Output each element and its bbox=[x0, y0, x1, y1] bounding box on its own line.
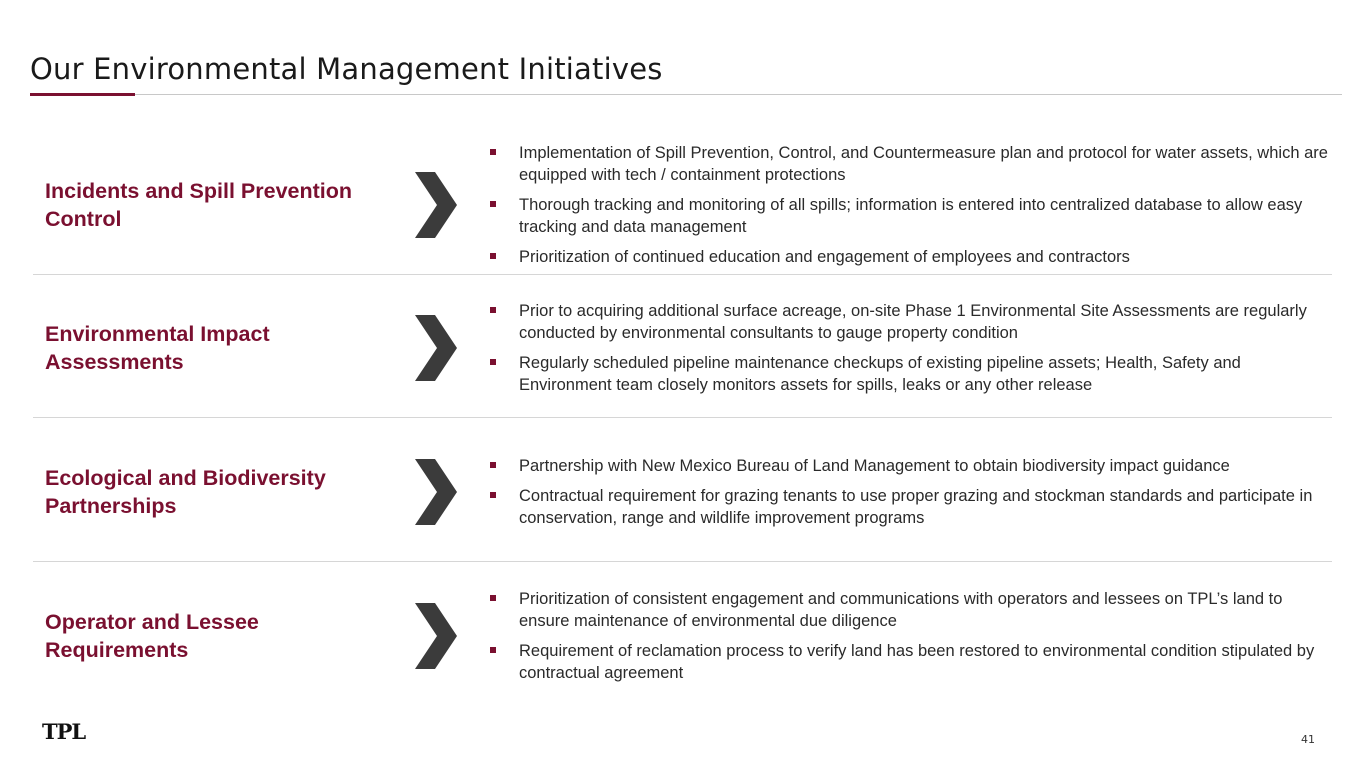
title-divider bbox=[30, 94, 1342, 95]
initiative-row: Operator and Lessee Requirements Prioriti… bbox=[33, 566, 1333, 706]
list-item: Implementation of Spill Prevention, Cont… bbox=[490, 142, 1330, 186]
bullet-text: Requirement of reclamation process to ve… bbox=[519, 642, 1315, 682]
initiative-row: Environmental Impact Assessments Prior to… bbox=[33, 278, 1333, 418]
bullet-square-icon bbox=[490, 307, 496, 313]
bullet-text: Prioritization of continued education an… bbox=[519, 248, 1130, 266]
initiative-row: Incidents and Spill Prevention Control Im… bbox=[33, 135, 1333, 275]
bullet-list: Partnership with New Mexico Bureau of La… bbox=[490, 455, 1330, 529]
list-item: Contractual requirement for grazing tena… bbox=[490, 485, 1330, 529]
chevron-right-icon bbox=[415, 172, 457, 238]
bullet-list: Prioritization of consistent engagement … bbox=[490, 588, 1330, 684]
bullet-text: Implementation of Spill Prevention, Cont… bbox=[519, 144, 1328, 184]
bullet-square-icon bbox=[490, 149, 496, 155]
tpl-logo: TPL bbox=[42, 719, 86, 744]
initiative-heading: Ecological and Biodiversity Partnerships bbox=[45, 466, 326, 518]
list-item: Partnership with New Mexico Bureau of La… bbox=[490, 455, 1330, 477]
bullet-list: Prior to acquiring additional surface ac… bbox=[490, 300, 1330, 396]
list-item: Prioritization of continued education an… bbox=[490, 246, 1330, 268]
bullet-text: Prior to acquiring additional surface ac… bbox=[519, 302, 1307, 342]
chevron-right-icon bbox=[415, 603, 457, 669]
chevron-right-icon bbox=[415, 459, 457, 525]
bullet-square-icon bbox=[490, 492, 496, 498]
list-item: Prioritization of consistent engagement … bbox=[490, 588, 1330, 632]
bullet-square-icon bbox=[490, 595, 496, 601]
bullet-square-icon bbox=[490, 647, 496, 653]
bullet-square-icon bbox=[490, 359, 496, 365]
page-title: Our Environmental Management Initiatives bbox=[30, 52, 663, 86]
row-divider bbox=[33, 561, 1332, 562]
title-accent-bar bbox=[30, 93, 135, 96]
bullet-text: Partnership with New Mexico Bureau of La… bbox=[519, 457, 1230, 475]
initiative-heading: Environmental Impact Assessments bbox=[45, 322, 270, 374]
list-item: Requirement of reclamation process to ve… bbox=[490, 640, 1330, 684]
chevron-right-icon bbox=[415, 315, 457, 381]
initiative-heading: Operator and Lessee Requirements bbox=[45, 610, 259, 662]
bullet-list: Implementation of Spill Prevention, Cont… bbox=[490, 142, 1330, 268]
page-number: 41 bbox=[1301, 733, 1315, 746]
bullet-text: Prioritization of consistent engagement … bbox=[519, 590, 1283, 630]
bullet-text: Thorough tracking and monitoring of all … bbox=[519, 196, 1303, 236]
row-divider bbox=[33, 274, 1332, 275]
bullet-square-icon bbox=[490, 462, 496, 468]
list-item: Thorough tracking and monitoring of all … bbox=[490, 194, 1330, 238]
row-divider bbox=[33, 417, 1332, 418]
list-item: Prior to acquiring additional surface ac… bbox=[490, 300, 1330, 344]
bullet-text: Contractual requirement for grazing tena… bbox=[519, 487, 1313, 527]
initiative-heading: Incidents and Spill Prevention Control bbox=[45, 179, 353, 231]
bullet-text: Regularly scheduled pipeline maintenance… bbox=[519, 354, 1241, 394]
initiative-row: Ecological and Biodiversity Partnerships… bbox=[33, 422, 1333, 562]
bullet-square-icon bbox=[490, 201, 496, 207]
bullet-square-icon bbox=[490, 253, 496, 259]
list-item: Regularly scheduled pipeline maintenance… bbox=[490, 352, 1330, 396]
